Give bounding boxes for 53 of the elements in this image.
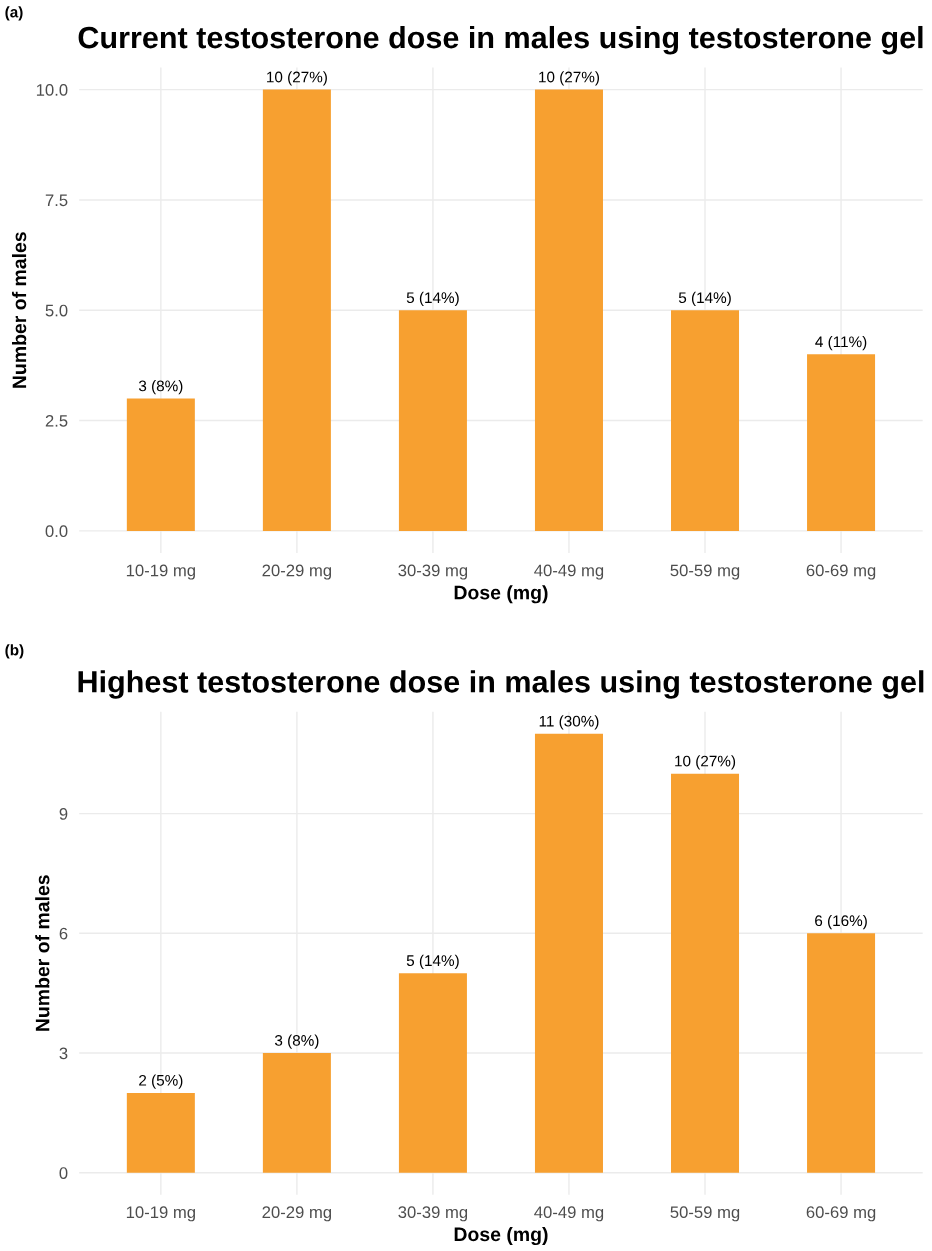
data-label: 3 (8%): [138, 380, 183, 395]
bar: [807, 354, 876, 531]
bar: [807, 933, 876, 1173]
data-label: 10 (27%): [675, 755, 736, 770]
y-tick-label: 0: [59, 1167, 68, 1179]
x-tick-label: 30-39 mg: [398, 1206, 468, 1222]
x-tick-label: 20-29 mg: [262, 1206, 332, 1222]
x-tick-label: 50-59 mg: [670, 1206, 740, 1222]
bar: [671, 310, 740, 531]
y-tick-label: 2.5: [45, 414, 68, 427]
x-tick-label: 50-59 mg: [670, 564, 740, 580]
y-axis-title: Number of males: [11, 232, 27, 388]
data-label: 11 (30%): [539, 715, 599, 730]
y-tick-label: 6: [59, 927, 68, 940]
text: (b): [5, 644, 24, 659]
data-label: 2 (5%): [139, 1074, 183, 1089]
text: (a): [5, 6, 23, 21]
bar: [262, 1053, 331, 1173]
data-label: 4 (11%): [815, 335, 867, 351]
bar: [126, 1092, 195, 1173]
y-tick-label: 7.5: [45, 194, 68, 207]
x-tick-label: 20-29 mg: [262, 564, 332, 580]
data-label: 3 (8%): [274, 1034, 319, 1049]
x-axis-title: Dose (mg): [454, 1226, 548, 1246]
y-tick-label: 0.0: [45, 525, 68, 538]
y-axis-title: Number of males: [35, 875, 50, 1031]
data-label: 10 (27%): [267, 71, 327, 86]
y-tick-label: 5.0: [45, 304, 68, 317]
data-label: 6 (16%): [815, 914, 867, 930]
data-label: 5 (14%): [406, 291, 459, 307]
bar: [534, 733, 603, 1173]
x-tick-label: 40-49 mg: [534, 564, 604, 580]
data-label: 5 (14%): [678, 291, 731, 307]
x-tick-label: 10-19 mg: [126, 1206, 195, 1222]
data-label: 5 (14%): [406, 954, 459, 970]
x-axis-title: Dose (mg): [454, 585, 548, 604]
bar: [534, 89, 603, 531]
bar: [126, 398, 195, 531]
bar: [262, 89, 331, 531]
y-tick-label: 9: [59, 807, 68, 820]
data-label: 10 (27%): [539, 71, 600, 86]
chart-title: Highest testosterone dose in males using testosterone gel: [78, 670, 924, 699]
y-tick-label: 10.0: [36, 84, 68, 96]
x-tick-label: 60-69 mg: [806, 1206, 876, 1222]
x-tick-label: 30-39 mg: [398, 564, 468, 580]
bar: [398, 310, 467, 531]
x-tick-label: 10-19 mg: [126, 564, 195, 580]
bar: [398, 973, 467, 1173]
y-tick-label: 3: [59, 1047, 68, 1060]
chart-title: Current testosterone dose in males using testosterone gel: [78, 25, 923, 55]
x-tick-label: 60-69 mg: [806, 564, 876, 580]
x-tick-label: 40-49 mg: [534, 1206, 604, 1222]
bar: [671, 773, 740, 1173]
